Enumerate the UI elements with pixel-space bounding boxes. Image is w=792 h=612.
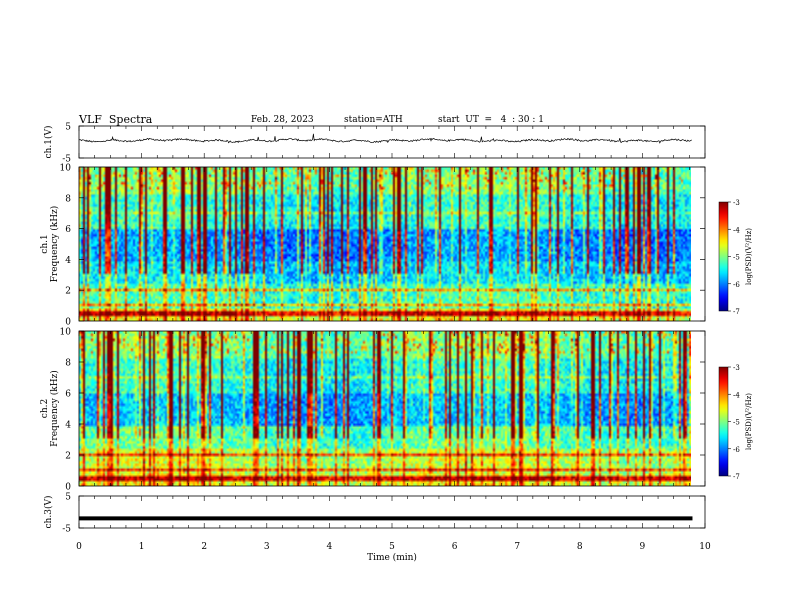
time-tick-label: 7 [514,542,520,552]
ch1-colorbar-tick-label: -6 [733,281,740,289]
ch2-spectrogram-ytick-label: 6 [65,390,71,400]
start-time-label: start UT = 4 : 30 : 1 [438,115,544,125]
ch2-colorbar-tick-label: -5 [733,419,740,427]
ch2-colorbar-tick-label: -6 [733,446,740,454]
ch1-spectrogram-panel: 0 2 4 6 8 10 ch.1 Frequency (kHz) [40,164,706,328]
time-tick-label: 10 [699,542,711,552]
time-axis-label: Time (min) [367,552,417,563]
ch1-spectrogram-ytick-label: 4 [65,256,71,266]
ch1-spectrogram-ytick-label: 2 [65,287,71,297]
ch2-colorbar-tick-label: -3 [733,364,740,372]
date-label: Feb. 28, 2023 [251,115,314,125]
time-tick-label: 0 [76,542,82,552]
ch3-waveform-ytick-label: 5 [65,493,71,503]
ch2-colorbar-tick-label: -7 [733,473,740,481]
ch3-waveform-panel: 5 -5 ch.3(V) [43,493,706,535]
time-tick-label: 1 [139,542,145,552]
time-tick-label: 5 [389,542,395,552]
ch3-waveform-ytick-label: -5 [62,525,71,535]
ch1-spectrogram-ytick-label: 10 [60,164,72,174]
time-tick-label: 4 [327,542,333,552]
ch1-colorbar-label: log(PSD)(V²/Hz) [745,228,753,285]
ch2-spectrogram-ytick-label: 10 [60,328,72,338]
ch2-spectrogram-ytick-label: 2 [65,452,71,462]
ch1-waveform-line [78,133,692,144]
ch1-channel-label: ch.1 [40,234,50,253]
ch2-colorbar: -3 -4 -5 -6 -7 log(PSD)(V²/Hz) [718,364,753,481]
ch1-colorbar-tick-label: -3 [733,199,740,207]
ch2-spectrogram-panel: 0 2 4 6 8 10 ch.2 Frequency (kHz) [40,328,706,493]
time-tick-label: 6 [452,542,458,552]
ch1-spectrogram-ytick-label: 0 [65,318,71,328]
time-tick-label: 9 [640,542,646,552]
ch1-colorbar-tick-label: -5 [733,254,740,262]
figure-title: VLF Spectra [79,113,153,126]
ch2-colorbar-bar [718,366,729,477]
ch1-colorbar-tick-label: -7 [733,308,740,316]
time-axis: 0 1 2 3 4 5 6 7 8 9 10 Time (min) [76,542,711,563]
ch2-spectrogram-image [79,331,691,486]
ch1-colorbar: -3 -4 -5 -6 -7 log(PSD)(V²/Hz) [718,199,753,316]
ch3-waveform-ylabel: ch.3(V) [43,496,54,529]
ch1-spectrogram-ytick-label: 6 [65,225,71,235]
ch1-waveform-ytick-label: -5 [62,155,71,165]
ch2-spectrogram-ytick-label: 0 [65,483,71,493]
ch2-spectrogram-ytick-label: 8 [65,359,71,369]
ch1-spectrogram-image [79,167,691,321]
ch1-waveform-ylabel: ch.1(V) [43,126,54,159]
ch1-spectrogram-ytick-label: 8 [65,194,71,204]
time-tick-label: 3 [264,542,270,552]
ch2-channel-label: ch.2 [40,399,50,418]
station-label: station=ATH [344,115,403,125]
ch2-spectrogram-ytick-label: 4 [65,421,71,431]
ch2-colorbar-tick-label: -4 [733,391,740,399]
ch1-waveform-panel: 5 -5 ch.1(V) [43,123,706,165]
ch2-colorbar-label: log(PSD)(V²/Hz) [745,393,753,450]
time-tick-label: 8 [577,542,583,552]
ch2-frequency-label: Frequency (kHz) [49,370,60,447]
time-tick-label: 2 [201,542,207,552]
ch1-frequency-label: Frequency (kHz) [49,206,60,283]
ch1-colorbar-tick-label: -4 [733,226,740,234]
ch1-waveform-ytick-label: 5 [65,123,71,133]
ch1-colorbar-bar [718,201,729,312]
